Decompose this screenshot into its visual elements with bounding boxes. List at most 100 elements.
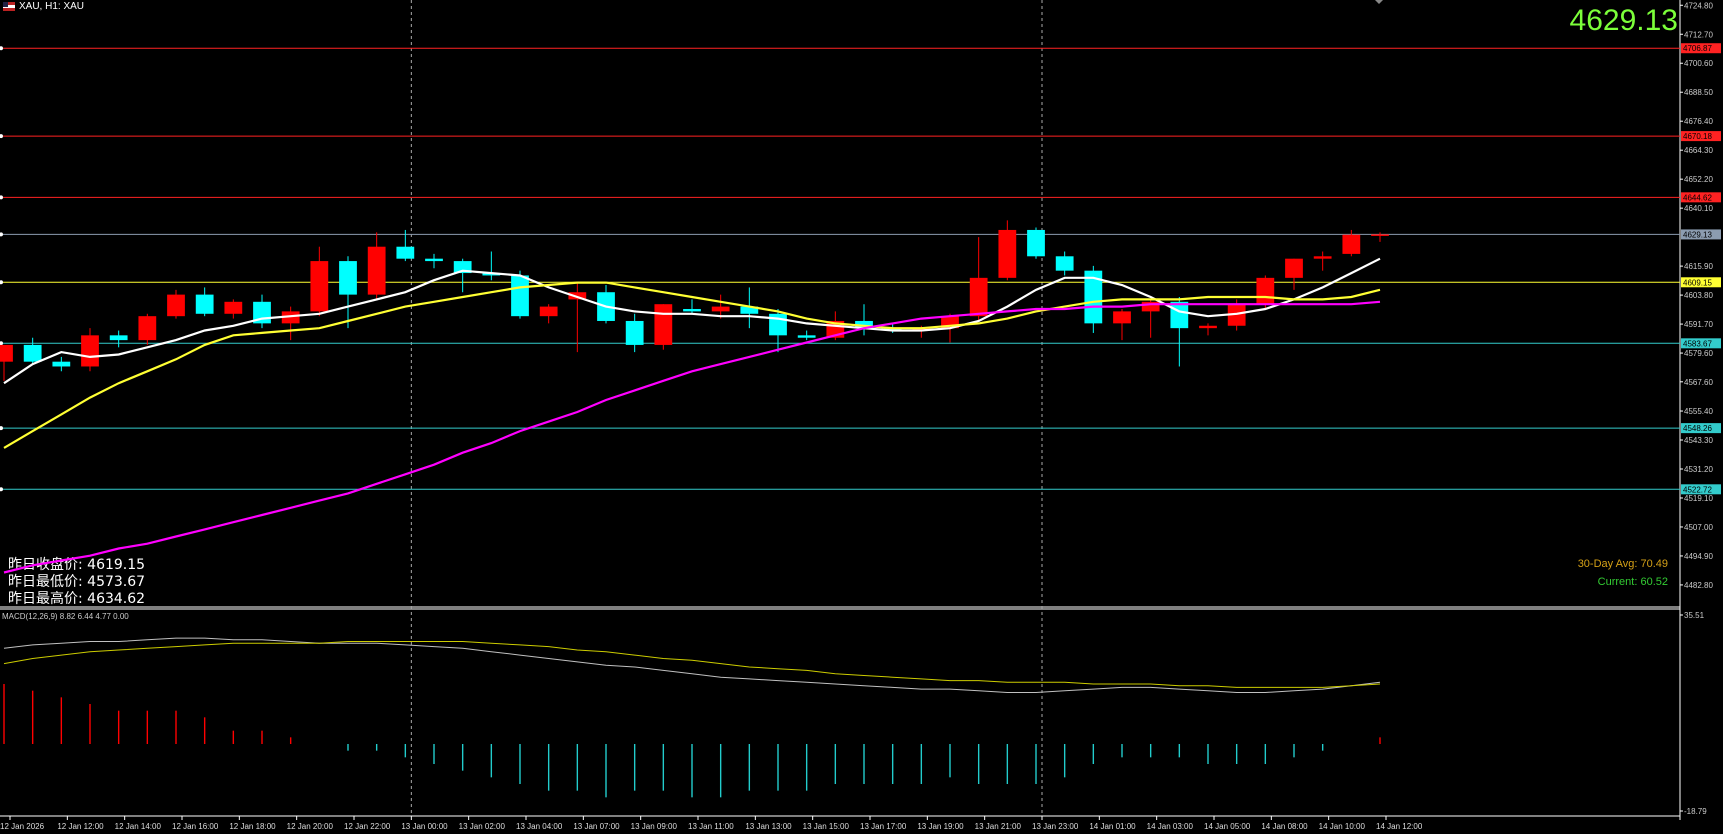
candle-body [425,258,443,262]
macd-signal-line [3,641,1381,688]
candle-body [1170,301,1189,329]
y-tick-label: 4531.20 [1684,465,1713,474]
x-tick-label: 13 Jan 23:00 [1032,822,1079,831]
x-tick-label: 13 Jan 19:00 [917,822,964,831]
ma-slow-line [3,300,1381,574]
current-price: 4629.13 [1569,4,1678,37]
candle-body [1027,229,1045,257]
candle-body [683,308,701,312]
candle-body [941,316,959,329]
y-tick-label: 4579.60 [1684,349,1713,358]
level-price-label: 4629.13 [1683,230,1712,239]
level-anchor-dot [0,341,3,346]
candle-body [482,273,501,276]
x-tick-label: 14 Jan 05:00 [1204,822,1251,831]
x-tick-label: 12 Jan 14:00 [115,822,162,831]
candle-body [367,246,386,295]
level-anchor-dot [0,280,3,285]
y-tick-label: 4543.30 [1684,436,1713,445]
macd-y-tick-label: -18.79 [1684,807,1707,816]
x-tick-label: 12 Jan 2026 [0,822,45,831]
candle-body [23,344,42,362]
x-tick-label: 13 Jan 02:00 [459,822,506,831]
candle-body [1371,234,1389,236]
level-price-tag [1681,43,1721,54]
x-tick-label: 13 Jan 13:00 [745,822,792,831]
level-anchor-dot [0,232,3,237]
y-tick-label: 4652.20 [1684,175,1713,184]
x-tick-label: 13 Jan 07:00 [573,822,620,831]
candle-body [138,316,157,341]
candle-body [654,304,673,345]
symbol-title: XAU, H1: XAU [19,1,85,12]
candle-body [109,335,128,341]
candle-body [1055,256,1074,271]
candle-body [339,261,357,295]
candle-body [1342,234,1361,254]
level-anchor-dot [0,195,3,200]
y-tick-label: 4640.10 [1684,204,1713,213]
y-tick-label: 4615.90 [1684,262,1713,271]
candle-body [740,306,759,314]
y-tick-label: 4688.50 [1684,88,1713,97]
chart-header: XAU, H1: XAU [3,1,84,12]
x-tick-label: 12 Jan 12:00 [57,822,104,831]
candle-body [281,311,300,324]
candle-body [1256,277,1275,305]
x-tick-label: 12 Jan 18:00 [229,822,276,831]
y-tick-label: 4555.40 [1684,407,1713,416]
macd-line [3,637,1381,693]
x-tick-label: 14 Jan 01:00 [1089,822,1136,831]
x-tick-label: 12 Jan 22:00 [344,822,391,831]
candle-body [912,328,931,331]
x-tick-label: 13 Jan 21:00 [975,822,1022,831]
y-tick-label: 4494.90 [1684,552,1713,561]
macd-label: MACD(12,26,9) 8.82 6.44 4.77 0.00 [2,612,129,621]
y-tick-label: 4507.00 [1684,523,1713,532]
candle-body [711,306,730,312]
candle-body [1141,301,1160,312]
level-price-tag [1681,229,1721,240]
x-tick-label: 14 Jan 12:00 [1376,822,1423,831]
prev-low-label: 昨日最低价: 4573.67 [8,574,146,590]
candle-body [453,261,472,274]
macd-y-tick-label: 35.51 [1684,611,1705,620]
candle-body [1113,311,1131,324]
chevron-down-icon[interactable] [1375,0,1383,4]
x-tick-label: 13 Jan 04:00 [516,822,563,831]
level-price-label: 4609.15 [1683,278,1712,287]
candle-body [0,344,13,362]
y-tick-label: 4482.80 [1684,581,1713,590]
level-anchor-dot [0,46,3,51]
level-price-tag [1681,277,1721,288]
candle-body [797,335,816,338]
candle-body [1313,256,1332,259]
level-price-tag [1681,338,1721,349]
level-price-label: 4706.87 [1683,44,1712,53]
level-price-tag [1681,192,1721,203]
thirty-day-avg: 30-Day Avg: 70.49 [1577,558,1668,570]
candle-body [998,229,1017,278]
candle-body [511,275,529,317]
x-tick-label: 14 Jan 10:00 [1319,822,1366,831]
candle-body [625,320,644,345]
candle-body [195,294,214,314]
candle-body [1084,270,1103,324]
prev-close-label: 昨日收盘价: 4619.15 [8,557,146,573]
x-tick-label: 13 Jan 09:00 [631,822,678,831]
y-tick-label: 4700.60 [1684,59,1713,68]
candle-body [1227,304,1246,326]
candle-body [396,246,415,259]
candle-body [969,277,988,317]
x-tick-label: 13 Jan 00:00 [401,822,448,831]
x-tick-label: 13 Jan 15:00 [803,822,850,831]
level-anchor-dot [0,487,3,492]
level-price-label: 4644.62 [1683,193,1712,202]
level-price-tag [1681,484,1721,495]
candle-body [81,335,99,367]
x-tick-label: 13 Jan 17:00 [860,822,907,831]
y-tick-label: 4567.60 [1684,378,1713,387]
level-anchor-dot [0,426,3,431]
candle-body [167,294,185,317]
